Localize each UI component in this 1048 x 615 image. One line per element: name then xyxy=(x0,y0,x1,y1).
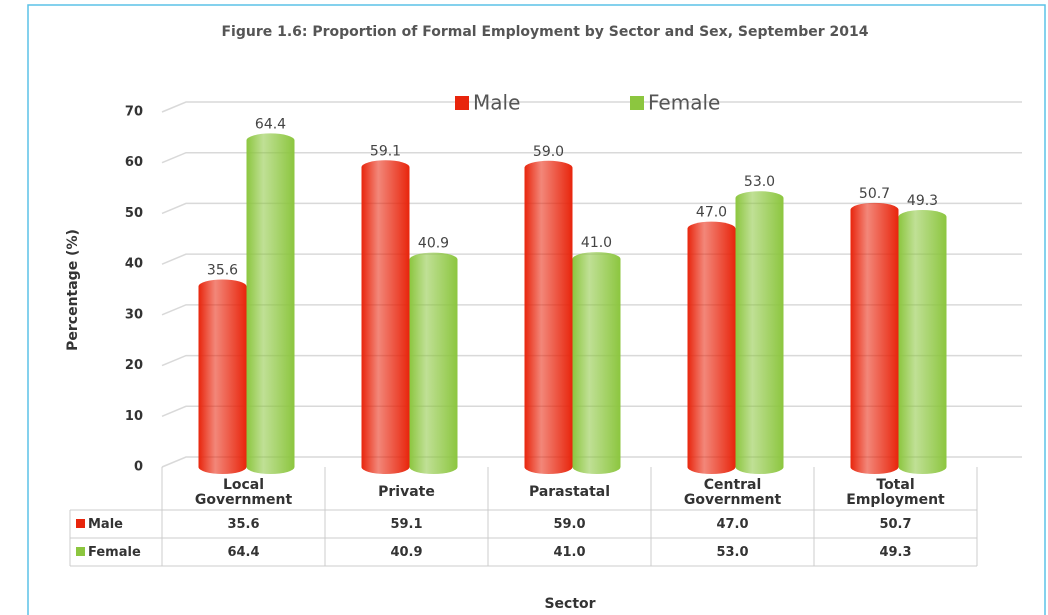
table-value: 49.3 xyxy=(879,544,912,560)
bar xyxy=(850,202,899,474)
bar xyxy=(687,221,736,474)
table-value: 64.4 xyxy=(227,544,260,560)
table-value: 53.0 xyxy=(716,544,749,560)
table-value: 59.0 xyxy=(553,516,586,532)
bar xyxy=(735,191,784,474)
legend-swatch xyxy=(76,547,85,556)
bar xyxy=(246,133,295,474)
grid-line xyxy=(161,151,1022,164)
y-tick-label: 0 xyxy=(134,460,143,475)
table-value: 41.0 xyxy=(553,544,586,560)
legend-label: Female xyxy=(88,544,141,560)
bar xyxy=(409,252,458,474)
data-label: 49.3 xyxy=(907,193,938,209)
legend-label: Male xyxy=(473,91,520,115)
y-tick-label: 40 xyxy=(125,257,143,272)
y-tick-label: 70 xyxy=(125,105,143,120)
data-label: 47.0 xyxy=(696,205,727,221)
table-value: 47.0 xyxy=(716,516,749,532)
table-value: 50.7 xyxy=(879,516,912,532)
category-label: Private xyxy=(378,484,435,500)
x-axis-label: Sector xyxy=(544,596,595,612)
bar xyxy=(198,279,247,474)
data-label: 53.0 xyxy=(744,174,775,190)
y-tick-label: 50 xyxy=(125,206,143,221)
y-tick-label: 30 xyxy=(125,307,143,322)
legend-swatch xyxy=(630,96,644,110)
data-label: 41.0 xyxy=(581,235,612,251)
y-tick-label: 10 xyxy=(125,409,143,424)
data-label: 50.7 xyxy=(859,186,890,202)
data-label: 64.4 xyxy=(255,116,286,132)
legend-label: Female xyxy=(648,91,720,115)
chart-title: Figure 1.6: Proportion of Formal Employm… xyxy=(221,24,868,40)
bar xyxy=(572,252,621,474)
data-label: 40.9 xyxy=(418,236,449,252)
y-axis-label: Percentage (%) xyxy=(65,229,81,351)
category-label: Central Government xyxy=(683,476,782,508)
bar xyxy=(361,160,410,474)
legend-swatch xyxy=(455,96,469,110)
bar xyxy=(898,209,947,474)
legend-label: Male xyxy=(88,516,123,532)
bar xyxy=(524,160,573,475)
table-value: 40.9 xyxy=(390,544,423,560)
table-value: 35.6 xyxy=(227,516,260,532)
grid-line xyxy=(161,101,1022,113)
data-label: 35.6 xyxy=(207,262,238,278)
category-label: Total Employment xyxy=(846,476,945,508)
data-label: 59.0 xyxy=(533,144,564,160)
table-value: 59.1 xyxy=(390,516,423,532)
legend-swatch xyxy=(76,519,85,528)
category-label: Local Government xyxy=(194,476,293,508)
frame xyxy=(27,4,1046,615)
category-label: Parastatal xyxy=(528,484,611,500)
data-label: 59.1 xyxy=(370,143,401,159)
y-tick-label: 60 xyxy=(125,155,143,170)
y-tick-label: 20 xyxy=(125,358,143,373)
